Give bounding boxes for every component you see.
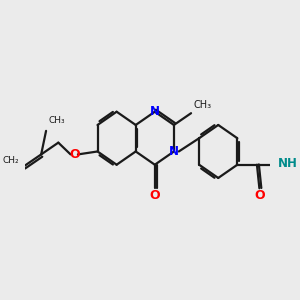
Text: O: O: [254, 189, 265, 202]
Text: O: O: [149, 189, 160, 202]
Text: N: N: [169, 145, 179, 158]
Text: CH₃: CH₃: [194, 100, 211, 110]
Text: O: O: [69, 148, 80, 161]
Text: CH₃: CH₃: [49, 116, 65, 125]
Text: CH₂: CH₂: [2, 156, 19, 165]
Text: NH: NH: [278, 157, 298, 170]
Text: N: N: [150, 105, 160, 118]
